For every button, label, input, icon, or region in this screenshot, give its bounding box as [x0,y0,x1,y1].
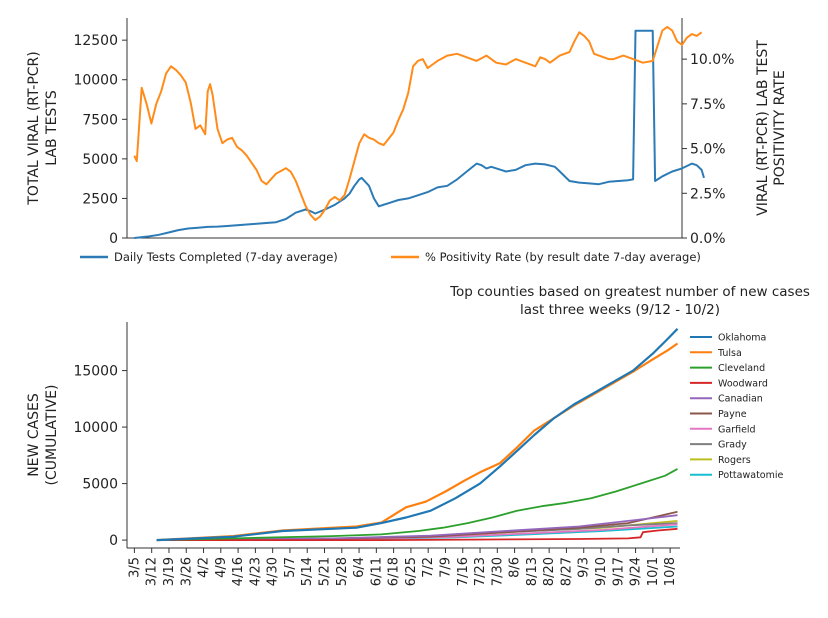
c2-legend: Oklahoma Tulsa Cleveland Woodward Canadian Pa… [690,333,783,481]
c1-legend-tests-label: Daily Tests Completed (7-day average) [114,250,338,264]
c1-left-ticks: 0 2500 5000 7500 10000 12500 [73,33,127,247]
c2-x-tick-label: 4/30 [266,557,281,586]
c2-title: Top counties based on greatest number of… [449,284,810,300]
c1-legend-positivity-label: % Positivity Rate (by result date 7-day … [425,250,701,264]
c2-legend-label-canadian: Canadian [718,394,763,405]
c2-x-tick-label: 5/28 [335,557,350,586]
c2-x-tick-label: 7/23 [473,557,488,586]
c1-right-axis-label-line2: POSITIVITY RATE [772,70,788,185]
c1-left-axis-label-line2: LAB TESTS [44,90,60,166]
c2-y-axis-label-line2: (CUMULATIVE) [44,385,60,486]
c2-legend-label-grady: Grady [718,440,747,451]
c2-x-tick-label: 7/16 [456,557,471,586]
c2-x-tick-label: 8/27 [559,557,574,586]
c2-series-tulsa [156,342,679,542]
tests-positivity-chart: 0 2500 5000 7500 10000 12500 0.0% 2.5% 5.0% 7.5%… [26,18,788,264]
c2-y-tick-label: 15000 [73,364,118,380]
c2-series-cleveland [156,468,678,541]
c2-x-tick-label: 4/16 [231,557,246,586]
c2-x-tick-label: 10/8 [663,557,678,586]
c1-left-tick-label: 12500 [73,33,118,49]
c2-legend-label-rogers: Rogers [718,455,751,466]
c1-left-tick-label: 7500 [82,112,118,128]
c1-left-axis-label-line1: TOTAL VIRAL (RT-PCR) [26,51,42,205]
county-cases-chart: Top counties based on greatest number of… [26,284,810,586]
c2-x-tick-label: 8/20 [542,557,557,586]
c2-legend-label-woodward: Woodward [718,378,768,389]
c2-series-lines [156,328,679,542]
c1-left-tick-label: 2500 [82,191,118,207]
c2-legend-label-cleveland: Cleveland [718,363,765,374]
c2-series-canadian [156,514,678,541]
c2-x-tick-label: 7/30 [490,557,505,586]
c2-y-tick-label: 5000 [82,477,118,493]
c2-x-tick-label: 4/23 [248,557,263,586]
c2-x-tick-label: 4/9 [214,557,229,578]
c2-x-tick-label: 9/3 [577,557,592,578]
c2-legend-label-garfield: Garfield [718,424,756,435]
c2-legend-label-payne: Payne [718,409,747,420]
c2-x-tick-label: 7/2 [421,557,436,578]
c1-series-positivity-rate [133,25,703,222]
c1-right-tick-label: 0.0% [690,231,726,247]
c1-right-tick-label: 5.0% [690,142,726,158]
c2-x-tick-label: 10/1 [646,557,661,586]
c2-x-tick-label: 6/11 [369,557,384,586]
c2-x-tick-label: 9/10 [594,557,609,586]
c1-right-ticks: 0.0% 2.5% 5.0% 7.5% 10.0% [682,52,734,247]
c1-right-tick-label: 7.5% [690,97,726,113]
c2-x-tick-label: 3/5 [127,557,142,578]
c1-series-lines [133,25,705,239]
c1-right-tick-label: 2.5% [690,186,726,202]
c2-x-tick-label: 3/26 [179,557,194,586]
c2-series-oklahoma [156,328,679,542]
c1-left-tick-label: 5000 [82,152,118,168]
c1-left-tick-label: 10000 [73,73,118,89]
c2-x-tick-label: 8/6 [508,557,523,578]
c2-y-axis-label-line1: NEW CASES [26,393,42,477]
c2-y-tick-label: 10000 [73,420,118,436]
c2-x-tick-label: 6/18 [387,557,402,586]
c2-x-tick-label: 5/7 [283,557,298,578]
c2-x-tick-label: 3/19 [162,557,177,586]
c2-x-tick-label: 3/12 [145,557,160,586]
c1-right-tick-label: 10.0% [690,52,734,68]
c2-x-tick-label: 6/25 [404,557,419,586]
c2-x-tick-label: 4/2 [197,557,212,578]
c2-y-ticks: 0 5000 10000 15000 [73,364,127,549]
c1-right-axis-label-line1: VIRAL (RT-PCR) LAB TEST [755,40,771,216]
c2-subtitle: last three weeks (9/12 - 10/2) [520,302,720,318]
c2-series-woodward [156,527,678,541]
c2-y-tick-label: 0 [109,533,118,549]
c2-x-tick-label: 6/4 [352,557,367,578]
c1-series-daily-tests-completed [134,29,705,239]
c2-x-tick-label: 5/21 [318,557,333,586]
c2-legend-label-oklahoma: Oklahoma [718,333,766,344]
c2-legend-label-tulsa: Tulsa [717,348,742,359]
c2-x-ticks: 3/5 3/12 3/19 3/26 4/2 4/9 4/16 4/23 4/30 5/7 5/14… [127,548,678,586]
c2-x-tick-label: 7/9 [439,557,454,578]
c1-left-tick-label: 0 [109,231,118,247]
c2-x-tick-label: 8/13 [525,557,540,586]
c2-x-tick-label: 9/24 [629,557,644,586]
c2-x-tick-label: 5/14 [300,557,315,586]
c2-x-tick-label: 9/17 [611,557,626,586]
c2-legend-label-pottawatomie: Pottawatomie [718,470,783,481]
